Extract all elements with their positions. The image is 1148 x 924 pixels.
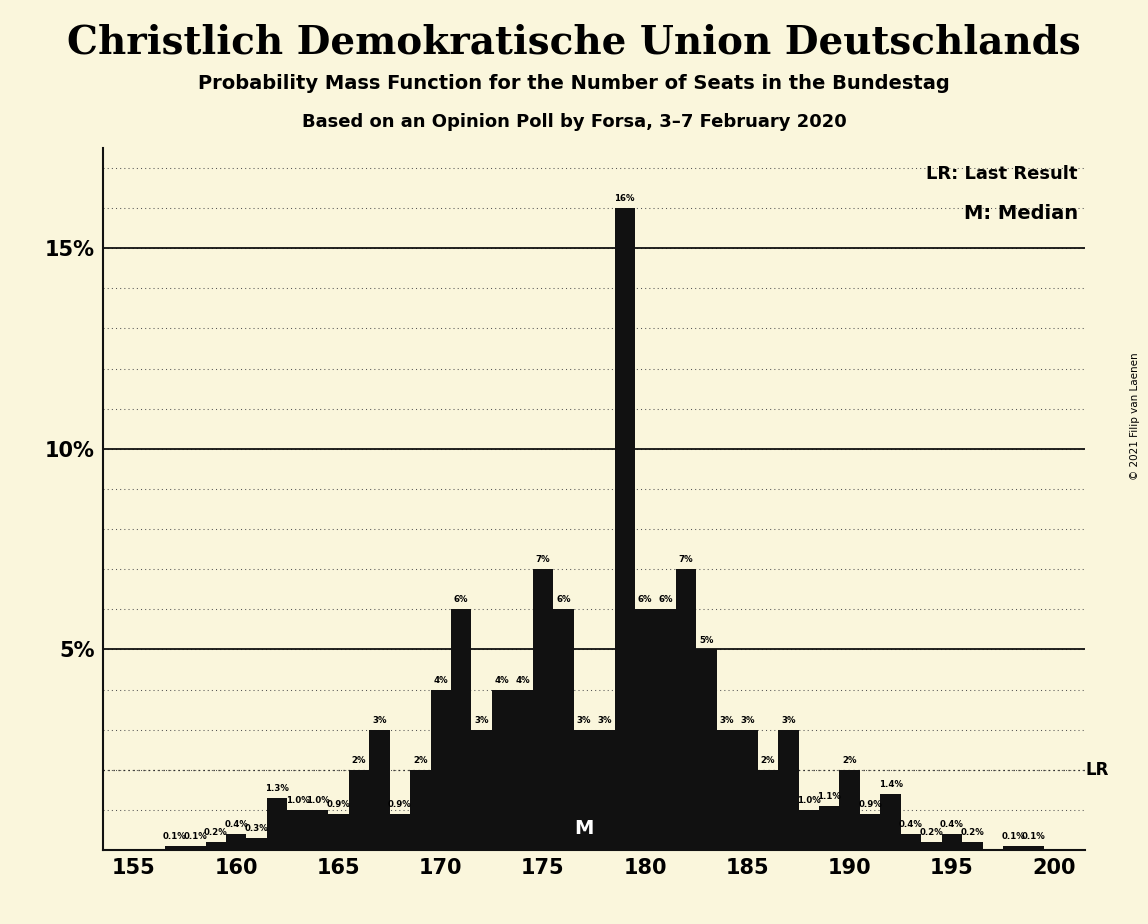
Text: 1.1%: 1.1% (817, 792, 841, 801)
Bar (491, 689, 512, 850)
Text: 0.1%: 0.1% (1022, 833, 1046, 841)
Text: 6%: 6% (556, 595, 571, 604)
Bar (287, 810, 308, 850)
Bar (308, 810, 328, 850)
Bar (164, 846, 185, 850)
Text: 16%: 16% (614, 194, 635, 203)
Bar (266, 798, 287, 850)
Text: 1.0%: 1.0% (286, 796, 310, 805)
Text: 6%: 6% (453, 595, 468, 604)
Bar (614, 208, 635, 850)
Text: 3%: 3% (597, 716, 612, 725)
Text: 2%: 2% (843, 756, 856, 765)
Text: 1.0%: 1.0% (307, 796, 329, 805)
Text: 0.2%: 0.2% (961, 828, 984, 837)
Text: 1.0%: 1.0% (797, 796, 821, 805)
Text: LR: LR (1086, 760, 1109, 779)
Bar (697, 650, 716, 850)
Bar (410, 770, 430, 850)
Bar (941, 834, 962, 850)
Text: 0.1%: 0.1% (184, 833, 208, 841)
Text: 4%: 4% (515, 675, 530, 685)
Text: 3%: 3% (740, 716, 754, 725)
Bar (1003, 846, 1024, 850)
Text: 0.4%: 0.4% (940, 821, 964, 829)
Text: 0.3%: 0.3% (245, 824, 269, 833)
Bar (472, 730, 491, 850)
Bar (553, 609, 574, 850)
Text: 0.2%: 0.2% (204, 828, 227, 837)
Text: 0.9%: 0.9% (388, 800, 412, 809)
Text: 3%: 3% (474, 716, 489, 725)
Text: 3%: 3% (720, 716, 735, 725)
Text: 3%: 3% (372, 716, 387, 725)
Text: 4%: 4% (434, 675, 448, 685)
Text: 0.9%: 0.9% (859, 800, 882, 809)
Text: Christlich Demokratische Union Deutschlands: Christlich Demokratische Union Deutschla… (67, 23, 1081, 61)
Bar (716, 730, 737, 850)
Text: 0.1%: 0.1% (1001, 833, 1025, 841)
Bar (370, 730, 389, 850)
Text: 2%: 2% (761, 756, 775, 765)
Text: 0.4%: 0.4% (224, 821, 248, 829)
Bar (205, 842, 226, 850)
Bar (1024, 846, 1044, 850)
Text: M: M (574, 819, 594, 838)
Text: 0.2%: 0.2% (920, 828, 944, 837)
Bar (676, 569, 697, 850)
Text: 6%: 6% (659, 595, 673, 604)
Bar (881, 794, 901, 850)
Bar (819, 806, 839, 850)
Bar (799, 810, 819, 850)
Bar (226, 834, 247, 850)
Bar (185, 846, 205, 850)
Text: 3%: 3% (781, 716, 796, 725)
Text: LR: Last Result: LR: Last Result (926, 165, 1078, 183)
Text: M: Median: M: Median (964, 204, 1078, 223)
Bar (656, 609, 676, 850)
Text: 4%: 4% (495, 675, 510, 685)
Bar (247, 838, 266, 850)
Bar (921, 842, 941, 850)
Text: 0.4%: 0.4% (899, 821, 923, 829)
Text: 5%: 5% (699, 636, 714, 645)
Text: 1.3%: 1.3% (265, 784, 289, 793)
Bar (962, 842, 983, 850)
Text: 0.9%: 0.9% (326, 800, 350, 809)
Bar (430, 689, 451, 850)
Bar (349, 770, 370, 850)
Text: 0.1%: 0.1% (163, 833, 187, 841)
Text: 6%: 6% (638, 595, 652, 604)
Bar (635, 609, 656, 850)
Text: 3%: 3% (576, 716, 591, 725)
Bar (512, 689, 533, 850)
Bar (860, 814, 881, 850)
Text: © 2021 Filip van Laenen: © 2021 Filip van Laenen (1130, 352, 1140, 480)
Text: Based on an Opinion Poll by Forsa, 3–7 February 2020: Based on an Opinion Poll by Forsa, 3–7 F… (302, 113, 846, 130)
Text: 2%: 2% (413, 756, 427, 765)
Bar (574, 730, 594, 850)
Bar (901, 834, 921, 850)
Bar (594, 730, 614, 850)
Bar (451, 609, 472, 850)
Text: 2%: 2% (351, 756, 366, 765)
Text: 7%: 7% (536, 555, 550, 565)
Bar (737, 730, 758, 850)
Text: 1.4%: 1.4% (878, 780, 902, 789)
Bar (533, 569, 553, 850)
Text: Probability Mass Function for the Number of Seats in the Bundestag: Probability Mass Function for the Number… (199, 74, 949, 93)
Bar (389, 814, 410, 850)
Bar (758, 770, 778, 850)
Bar (839, 770, 860, 850)
Bar (328, 814, 349, 850)
Text: 7%: 7% (678, 555, 693, 565)
Bar (778, 730, 799, 850)
